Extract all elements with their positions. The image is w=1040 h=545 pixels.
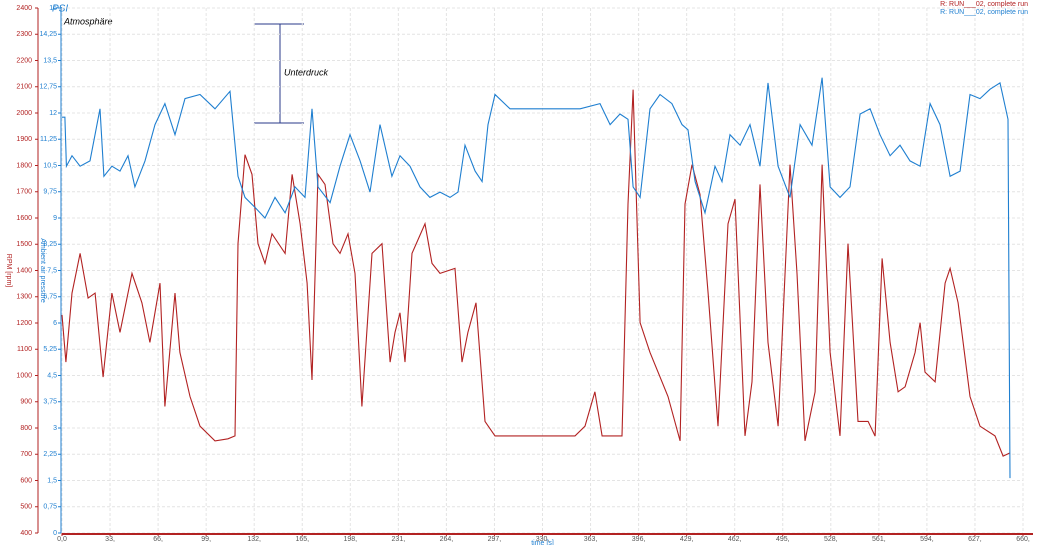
x-tick-label: 396, <box>632 536 646 543</box>
y-tick-label: 900 <box>20 399 32 406</box>
y-tick-label: 700 <box>20 451 32 458</box>
y2-tick-label: 7,5 <box>47 267 57 274</box>
y-tick-label: 1200 <box>16 320 32 327</box>
y2-tick-label: 3 <box>53 425 57 432</box>
x-tick-label: 561, <box>872 536 886 543</box>
y2-tick-label: 12,75 <box>39 84 57 91</box>
y2-tick-label: 8,25 <box>43 241 57 248</box>
y2-tick-label: 4,5 <box>47 372 57 379</box>
x-tick-label: 264, <box>440 536 454 543</box>
y-tick-label: 1500 <box>16 241 32 248</box>
y2-tick-label: 5,25 <box>43 346 57 353</box>
y-tick-label: 1300 <box>16 294 32 301</box>
y-tick-label: 600 <box>20 477 32 484</box>
x-tick-label: 99, <box>201 536 211 543</box>
y-tick-label: 1800 <box>16 162 32 169</box>
x-tick-label: 363, <box>584 536 598 543</box>
y2-axis-label: Ambient air pressure <box>39 238 46 303</box>
y2-tick-label: 6 <box>53 320 57 327</box>
y-tick-label: 2100 <box>16 84 32 91</box>
y2-tick-label: 6,75 <box>43 294 57 301</box>
x-tick-label: 495, <box>776 536 790 543</box>
x-tick-label: 132, <box>247 536 261 543</box>
y-tick-label: 1900 <box>16 136 32 143</box>
series-line <box>61 89 1011 457</box>
x-tick-label: 462, <box>728 536 742 543</box>
y2-tick-label: 2,25 <box>43 451 57 458</box>
y2-unit: PSI <box>52 4 68 15</box>
y-tick-label: 400 <box>20 530 32 537</box>
y-axis-label: RPM [rpm] <box>5 254 12 288</box>
y2-tick-label: 0,75 <box>43 504 57 511</box>
annotation: Unterdruck <box>284 67 329 77</box>
y2-tick-label: 9,75 <box>43 189 57 196</box>
y-tick-label: 500 <box>20 504 32 511</box>
y2-tick-label: 12 <box>49 110 57 117</box>
legend-entry: R: RUN___02, complete run <box>940 1 1028 8</box>
y2-tick-label: 3,75 <box>43 399 57 406</box>
x-tick-label: 165, <box>295 536 309 543</box>
annotation: Atmosphäre <box>63 16 113 26</box>
y-tick-label: 1700 <box>16 189 32 196</box>
x-tick-label: 627, <box>968 536 982 543</box>
y-tick-label: 2000 <box>16 110 32 117</box>
x-tick-label: 0,0 <box>57 536 67 543</box>
y2-tick-label: 11,25 <box>40 136 57 143</box>
x-tick-label: 660, <box>1016 536 1030 543</box>
y-tick-label: 800 <box>20 425 32 432</box>
x-tick-label: 429, <box>680 536 694 543</box>
x-tick-label: 198, <box>343 536 357 543</box>
y-tick-label: 1000 <box>16 372 32 379</box>
x-tick-label: 66, <box>153 536 163 543</box>
x-tick-label: 297, <box>488 536 502 543</box>
y-tick-label: 1100 <box>17 346 32 353</box>
x-tick-label: 33, <box>105 536 115 543</box>
legend-entry: R: RUN___02, complete run <box>940 9 1028 16</box>
x-tick-label: 330, <box>536 536 550 543</box>
y-tick-label: 2400 <box>16 5 32 12</box>
y2-tick-label: 1,5 <box>47 477 57 484</box>
y2-tick-label: 9 <box>53 215 57 222</box>
y-tick-label: 1400 <box>16 267 32 274</box>
y2-tick-label: 15 <box>49 5 57 12</box>
x-tick-label: 528, <box>824 536 838 543</box>
y-tick-label: 2300 <box>16 31 32 38</box>
x-axis-label: time [s] <box>531 540 554 545</box>
series-line <box>62 77 1011 479</box>
x-tick-label: 231, <box>392 536 406 543</box>
plot: 0,0 33, 66, 99, 132, 165, 198, 231, 264, 297, 330,… <box>5 1 1033 545</box>
y2-tick-label: 0 <box>53 530 57 537</box>
x-tick-label: 594, <box>920 536 934 543</box>
y2-tick-label: 13,5 <box>43 57 57 64</box>
y-tick-label: 2200 <box>16 57 32 64</box>
y-tick-label: 1600 <box>16 215 32 222</box>
y2-tick-label: 14,25 <box>39 31 57 38</box>
y2-tick-label: 10,5 <box>43 162 57 169</box>
